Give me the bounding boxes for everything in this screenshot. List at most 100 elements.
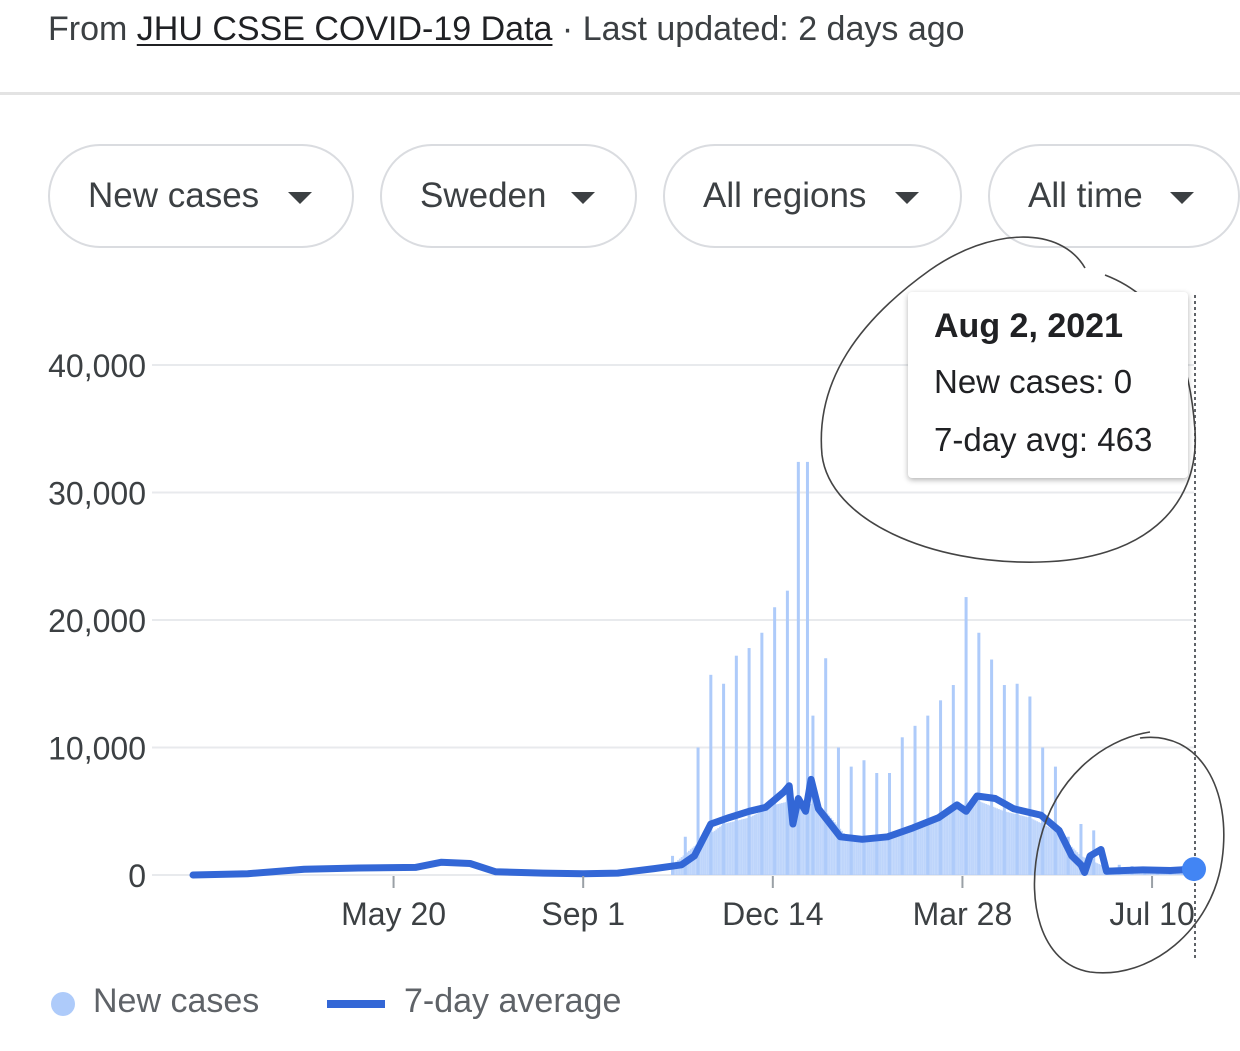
daily-case-bar (892, 832, 895, 875)
daily-case-bar (1001, 810, 1004, 875)
daily-case-bar (839, 828, 842, 875)
metric-filter-label: New cases (88, 176, 260, 215)
new-cases-bar (760, 632, 764, 875)
daily-case-bar (1100, 864, 1102, 875)
daily-case-bar (961, 805, 964, 875)
source-link[interactable]: JHU CSSE COVID-19 Data (136, 10, 553, 48)
daily-case-bar (781, 803, 783, 875)
country-filter-label: Sweden (420, 176, 547, 215)
data-source-line: From JHU CSSE COVID-19 Data · Last updat… (48, 10, 965, 49)
daily-case-bar (963, 804, 966, 875)
daily-case-bar (828, 815, 831, 875)
daily-case-bar (1089, 859, 1091, 875)
country-filter-dropdown[interactable]: Sweden (380, 144, 637, 248)
x-tick-label: Mar 28 (913, 896, 1013, 932)
daily-case-bar (897, 830, 900, 875)
daily-case-bar (1096, 863, 1099, 875)
daily-case-bar (799, 798, 802, 875)
daily-case-bar (934, 817, 936, 875)
daily-case-bar (719, 826, 721, 875)
daily-case-bar (1027, 817, 1029, 875)
chevron-down-icon (1170, 192, 1194, 204)
daily-case-bar (908, 826, 911, 875)
daily-case-bar (979, 801, 982, 875)
daily-case-bar (870, 839, 873, 875)
daily-case-bar (704, 837, 707, 875)
chart-tooltip: Aug 2, 2021 New cases: 0 7-day avg: 463 (908, 292, 1188, 478)
region-filter-dropdown[interactable]: All regions (663, 144, 962, 248)
new-cases-bar (862, 760, 866, 875)
daily-case-bar (861, 840, 864, 875)
legend-7day-label: 7-day average (404, 982, 622, 1020)
daily-case-bar (987, 804, 989, 875)
daily-case-bar (731, 821, 734, 875)
daily-case-bar (852, 841, 854, 875)
daily-case-bar (819, 808, 822, 875)
daily-case-bar (872, 839, 874, 875)
new-cases-bar (888, 773, 892, 875)
y-tick-label: 30,000 (48, 476, 146, 512)
daily-case-bar (853, 841, 856, 875)
daily-case-bar (1069, 844, 1071, 875)
daily-case-bar (713, 830, 716, 875)
tooltip-7day-avg: 7-day avg: 463 (934, 421, 1153, 458)
annotation-circle-recent (1033, 731, 1225, 974)
daily-case-bar (766, 808, 769, 875)
daily-case-bar (1008, 812, 1011, 875)
daily-case-bar (746, 818, 749, 875)
new-cases-bar (796, 461, 800, 875)
metric-filter-dropdown[interactable]: New cases (48, 144, 354, 248)
daily-case-bar (983, 803, 986, 875)
daily-case-bar (726, 823, 729, 875)
daily-case-bar (753, 814, 756, 875)
daily-case-bar (788, 801, 791, 875)
daily-case-bar (744, 818, 747, 875)
seven-day-legend-line-icon (327, 1000, 385, 1008)
daily-case-bar (821, 809, 823, 875)
daily-case-bar (695, 844, 698, 875)
new-cases-bar (696, 747, 700, 875)
daily-case-bar (864, 840, 867, 875)
new-cases-bar (824, 658, 828, 875)
daily-case-bar (813, 805, 816, 875)
last-updated: Last updated: 2 days ago (582, 10, 965, 48)
daily-case-bar (1070, 846, 1073, 875)
daily-case-bar (779, 803, 782, 875)
daily-case-bar (1047, 826, 1050, 875)
daily-case-bar (1059, 835, 1062, 875)
new-cases-bar (1041, 747, 1045, 875)
daily-case-bar (970, 802, 973, 875)
daily-case-bar (1023, 816, 1026, 875)
daily-case-bar (972, 802, 975, 875)
daily-case-bar (826, 813, 829, 875)
daily-case-bar (906, 827, 909, 875)
daily-case-bar (890, 833, 893, 875)
time-range-filter-dropdown[interactable]: All time (988, 144, 1240, 248)
x-tick-label: Sep 1 (541, 896, 625, 932)
daily-case-bar (759, 812, 761, 875)
new-cases-bar (1002, 685, 1006, 875)
new-cases-bar (977, 632, 981, 875)
daily-case-bar (883, 836, 885, 875)
daily-case-bar (1025, 816, 1028, 875)
daily-case-bar (755, 813, 758, 875)
x-tick-label: Dec 14 (722, 896, 823, 932)
daily-case-bar (1090, 860, 1093, 875)
daily-case-bar (1007, 812, 1009, 875)
new-cases-bar (836, 747, 840, 875)
seven-day-average-line (189, 775, 1198, 879)
daily-case-bar (921, 823, 924, 875)
daily-case-bar (912, 825, 915, 875)
hover-point-marker[interactable] (1182, 857, 1206, 882)
daily-case-bar (998, 809, 1000, 875)
daily-case-bar (795, 799, 798, 875)
daily-case-bar (1063, 839, 1066, 875)
daily-case-bar (771, 805, 774, 875)
daily-case-bar (720, 825, 723, 875)
daily-case-bar (895, 831, 898, 875)
daily-case-bar (711, 832, 714, 875)
daily-case-bar (717, 828, 720, 875)
y-tick-label: 0 (128, 858, 146, 894)
tooltip-date: Aug 2, 2021 (934, 307, 1123, 345)
